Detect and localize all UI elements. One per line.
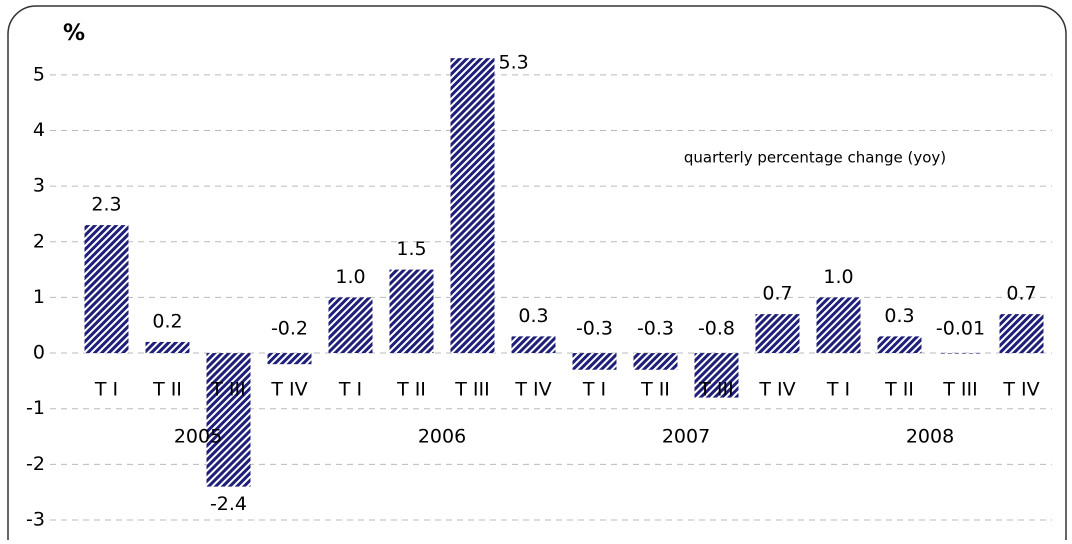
value-label: 5.3 <box>499 52 529 74</box>
y-tick-label: 0 <box>33 342 45 364</box>
unit-label: % <box>63 21 85 46</box>
y-tick-label: 1 <box>33 286 45 308</box>
value-label: 0.7 <box>1006 283 1036 305</box>
bar <box>938 353 983 354</box>
value-label: 2.3 <box>91 194 121 216</box>
bar <box>877 336 922 354</box>
year-label: 2005 <box>174 426 222 448</box>
bar <box>816 297 861 354</box>
value-label: -0.2 <box>271 318 308 340</box>
x-tick-label: T I <box>826 379 850 401</box>
value-label: -0.3 <box>576 318 613 340</box>
y-tick-label: 2 <box>33 230 45 252</box>
x-tick-label: T I <box>582 379 606 401</box>
bar <box>694 353 739 398</box>
value-label: -2.4 <box>210 493 247 515</box>
value-label: -0.01 <box>936 318 985 340</box>
value-label: 1.5 <box>396 238 426 260</box>
y-tick-label: -3 <box>26 509 45 531</box>
value-label: 0.2 <box>152 310 182 332</box>
bar <box>633 353 678 370</box>
y-tick-label: -2 <box>26 453 45 475</box>
bar <box>206 353 251 487</box>
x-tick-label: T III <box>698 379 733 401</box>
x-tick-label: T II <box>396 379 426 401</box>
frame <box>7 5 1067 544</box>
bar <box>572 353 617 370</box>
value-label: 0.7 <box>762 283 792 305</box>
bar <box>511 336 556 354</box>
x-tick-label: T II <box>152 379 182 401</box>
year-label: 2006 <box>418 426 466 448</box>
x-tick-label: T III <box>942 379 977 401</box>
value-label: 0.3 <box>518 305 548 327</box>
y-tick-label: 4 <box>33 119 45 141</box>
bar <box>999 314 1044 354</box>
x-tick-label: T III <box>210 379 245 401</box>
year-label: 2008 <box>906 426 954 448</box>
bar <box>450 58 495 354</box>
x-tick-label: T III <box>454 379 489 401</box>
y-tick-label: -1 <box>26 397 45 419</box>
x-tick-label: T II <box>640 379 670 401</box>
value-label: 1.0 <box>823 266 853 288</box>
bar <box>389 269 434 354</box>
bar <box>145 341 190 354</box>
bar <box>328 297 373 354</box>
value-label: -0.3 <box>637 318 674 340</box>
x-tick-label: T I <box>94 379 118 401</box>
x-tick-label: T IV <box>270 379 307 401</box>
annotation: quarterly percentage change (yoy) <box>684 149 946 167</box>
year-label: 2007 <box>662 426 710 448</box>
x-tick-label: T IV <box>1002 379 1039 401</box>
y-tick-label: 5 <box>33 63 45 85</box>
value-label: -0.8 <box>698 318 735 340</box>
y-tick-label: 3 <box>33 175 45 197</box>
bar <box>84 225 129 354</box>
x-tick-label: T II <box>884 379 914 401</box>
bar <box>755 314 800 354</box>
value-label: 1.0 <box>335 266 365 288</box>
value-label: 0.3 <box>884 305 914 327</box>
x-tick-label: T IV <box>514 379 551 401</box>
bar <box>267 353 312 365</box>
x-tick-label: T I <box>338 379 362 401</box>
x-tick-label: T IV <box>758 379 795 401</box>
